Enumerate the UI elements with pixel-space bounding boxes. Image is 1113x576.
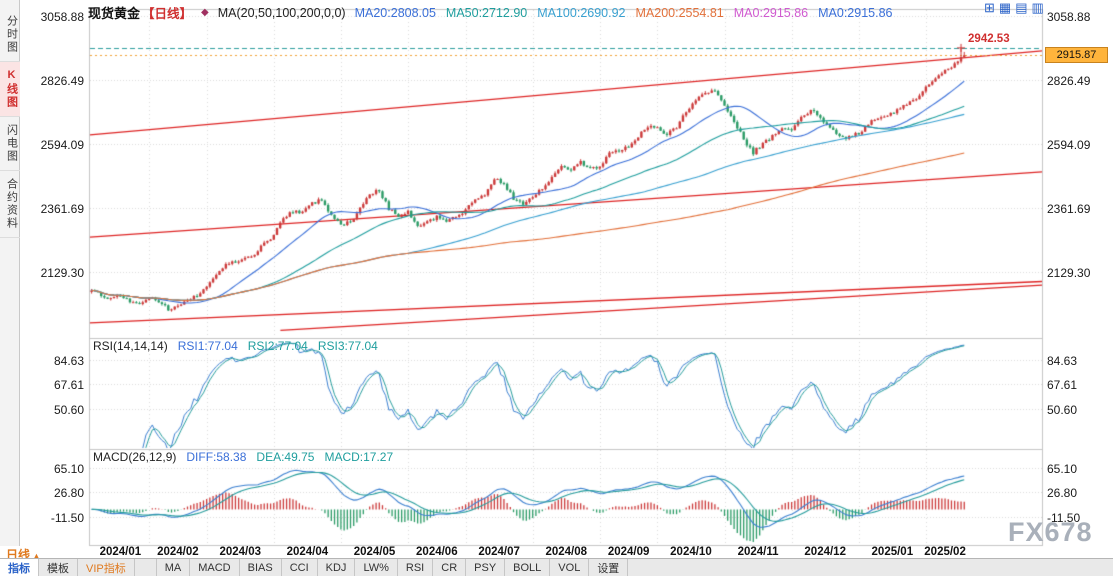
indicator-button-cr[interactable]: CR <box>433 559 467 576</box>
macd-header-value: MACD:17.27 <box>324 450 394 464</box>
rsi-header-title: RSI(14,14,14) <box>93 339 168 353</box>
layout-buttons: ⊞ ▦ ▤ ▥ <box>984 1 1044 15</box>
ma-value: MA200:2554.81 <box>635 5 724 20</box>
main-axis-label-left: 3058.88 <box>40 9 84 24</box>
rsi-axis-label-left: 67.61 <box>53 378 84 393</box>
layout-single-icon[interactable]: ⊞ <box>984 0 995 15</box>
macd-axis-label-right: -11.50 <box>1047 510 1081 525</box>
month-label: 2024/08 <box>545 546 588 558</box>
month-label: 2024/03 <box>219 546 262 558</box>
indicator-button-kdj[interactable]: KDJ <box>318 559 356 576</box>
layout-split-9-icon[interactable]: ▥ <box>1031 0 1044 15</box>
month-label: 2024/07 <box>478 546 520 558</box>
period-tag: 【日线】 <box>142 7 193 21</box>
ma-value: MA0:2915.86 <box>818 5 893 20</box>
rsi-header: RSI(14,14,14) RSI1:77.04 RSI2:77.04 RSI3:77… <box>93 339 378 353</box>
rsi-axis-label-left: 50.60 <box>53 402 84 417</box>
rsi-axis-label-right: 50.60 <box>1047 402 1078 417</box>
sidebar-item-time-share-chart[interactable]: 分时图 <box>0 8 20 62</box>
main-axis-label-right: 3058.88 <box>1047 9 1091 24</box>
macd-axis-label-left: 26.80 <box>53 486 84 501</box>
chevron-up-icon: ▲ <box>32 551 41 561</box>
main-axis-label-left: 2826.49 <box>40 73 84 88</box>
indicator-button-lw[interactable]: LW% <box>355 559 398 576</box>
ma-value: MA20:2808.05 <box>354 5 436 20</box>
indicator-button-vol[interactable]: VOL <box>550 559 590 576</box>
month-label: 2024/11 <box>737 546 779 558</box>
tab-templates[interactable]: 模板 <box>39 559 78 576</box>
month-label: 2024/04 <box>286 546 329 558</box>
symbol-title: 现货黄金 <box>88 6 141 21</box>
indicator-button-ma[interactable]: MA <box>157 559 191 576</box>
indicator-button-boll[interactable]: BOLL <box>505 559 551 576</box>
ma-value: MA0:2915.86 <box>733 5 809 20</box>
rsi-axis-label-right: 84.63 <box>1047 353 1078 368</box>
settings-button[interactable]: 设置 <box>589 559 629 576</box>
ma-value: MA100:2690.92 <box>537 5 626 20</box>
layout-split-2-icon[interactable]: ▦ <box>998 0 1012 15</box>
watermark: FX678 <box>1008 517 1093 547</box>
ma-group-label: MA(20,50,100,200,0,0) <box>217 5 346 20</box>
macd-header-title: MACD(26,12,9) <box>93 450 177 464</box>
month-label: 2024/06 <box>416 546 458 558</box>
rsi-axis-label-left: 84.63 <box>53 353 84 368</box>
month-label: 2024/02 <box>157 546 199 558</box>
month-label: 2024/01 <box>99 546 142 558</box>
macd-axis-label-right: 26.80 <box>1047 486 1078 501</box>
main-axis-label-right: 2129.30 <box>1047 266 1091 281</box>
main-axis-label-right: 2361.69 <box>1047 201 1091 216</box>
toolbar-spacer <box>135 559 157 576</box>
high-price-label: 2942.53 <box>968 32 1010 45</box>
chart-header: 现货黄金 【日线】 ◆ MA(20,50,100,200,0,0) MA20:2… <box>88 3 892 22</box>
tab-vip-indicators[interactable]: VIP指标 <box>78 559 135 576</box>
main-axis-label-right: 2594.09 <box>1047 137 1091 152</box>
macd-header-value: DIFF:58.38 <box>186 450 247 464</box>
main-axis-label-left: 2594.09 <box>40 137 84 152</box>
left-sidebar: 分时图 K线图 闪电图 合约资料 <box>0 0 20 546</box>
month-label: 2024/10 <box>670 546 712 558</box>
macd-axis-label-left: -11.50 <box>50 510 84 525</box>
sidebar-item-contract-info[interactable]: 合约资料 <box>0 171 20 238</box>
macd-axis-label-right: 65.10 <box>1047 462 1078 477</box>
rsi-header-value: RSI3:77.04 <box>317 339 378 353</box>
main-axis-label-left: 2129.30 <box>40 266 84 281</box>
indicator-button-cci[interactable]: CCI <box>282 559 318 576</box>
layout-split-4-icon[interactable]: ▤ <box>1015 0 1028 15</box>
indicator-button-macd[interactable]: MACD <box>190 559 240 576</box>
month-label: 2024/09 <box>607 546 650 558</box>
month-label: 2024/05 <box>353 546 396 558</box>
rsi-header-value: RSI2:77.04 <box>247 339 308 353</box>
ma-values: MA20:2808.05 MA50:2712.90 MA100:2690.92 MA2… <box>355 6 893 20</box>
tab-indicators[interactable]: 指标 <box>0 559 39 576</box>
macd-header-value: DEA:49.75 <box>256 450 315 464</box>
bottom-toolbar: 指标 模板 VIP指标 MA MACD BIAS CCI KDJ LW% RSI CR PSY BOLL… <box>0 558 1113 576</box>
rsi-axis-label-right: 67.61 <box>1047 378 1078 393</box>
indicator-button-rsi[interactable]: RSI <box>398 559 434 576</box>
sidebar-item-kline-chart[interactable]: K线图 <box>0 62 20 117</box>
current-price-tag: 2915.87 <box>1045 47 1108 64</box>
ma-value: MA50:2712.90 <box>445 5 528 20</box>
month-label: 2025/01 <box>871 546 914 558</box>
month-label: 2024/12 <box>804 546 846 558</box>
indicator-button-psy[interactable]: PSY <box>466 559 506 576</box>
main-axis-label-left: 2361.69 <box>40 201 84 216</box>
macd-axis-label-left: 65.10 <box>53 462 84 477</box>
macd-header: MACD(26,12,9) DIFF:58.38 DEA:49.75 MACD:17.… <box>93 450 393 464</box>
indicator-settings-icon[interactable]: ◆ <box>201 7 209 18</box>
sidebar-item-lightning-chart[interactable]: 闪电图 <box>0 117 20 171</box>
rsi-header-value: RSI1:77.04 <box>177 339 238 353</box>
main-axis-label-right: 2826.49 <box>1047 73 1091 88</box>
indicator-button-bias[interactable]: BIAS <box>240 559 282 576</box>
month-label: 2025/02 <box>924 546 966 558</box>
